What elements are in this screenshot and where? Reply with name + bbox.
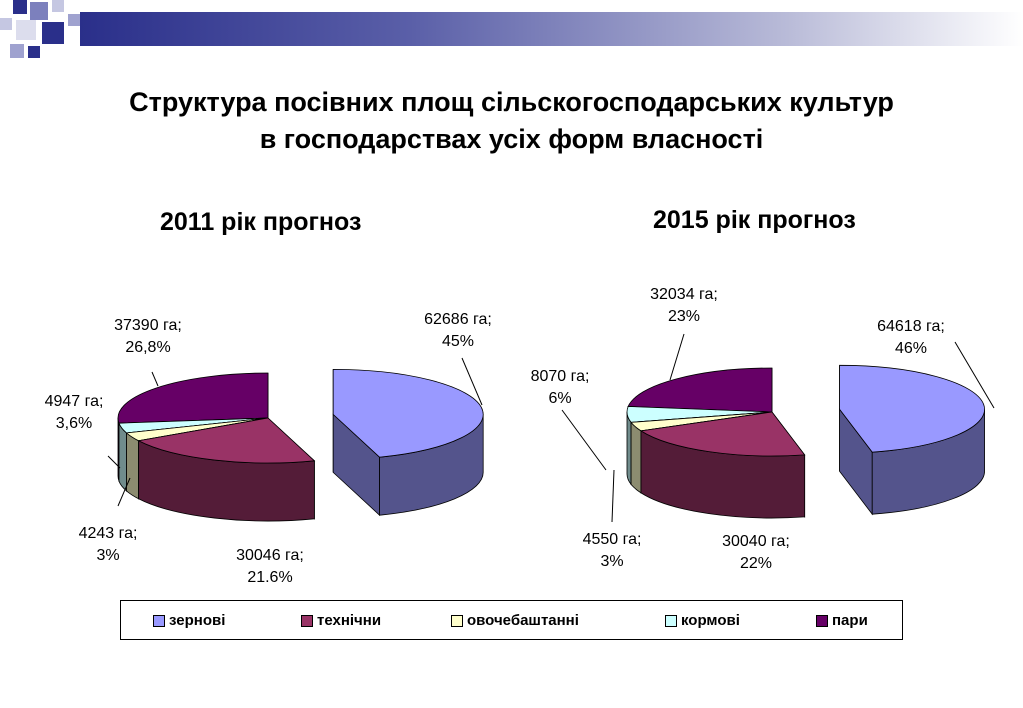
pie-1-data-label-1-line-1: 22% [740,555,772,572]
pie-1-data-label-1: 30040 га; 22% [722,533,790,572]
pie-1-slice-0-top [839,364,985,453]
pie-1-data-label-3-line-0: 8070 га; [531,368,590,385]
legend-label-4: пари [832,612,868,629]
pie-0-slice-0-top [332,368,484,458]
pie-0-data-label-1-line-1: 21.6% [247,569,292,586]
pie-0-slice-3-rim-0 [118,423,127,492]
legend-swatch-2 [451,614,463,627]
pie-0-leader-4 [151,371,159,387]
pie-charts: 62686 га; 45% 30046 га; 21.6% 4243 га; 3% 4947… [45,286,995,586]
pie-0-slice-1-top [137,417,316,464]
pie-1-slice-4-top [627,367,773,413]
chart-title-2015: 2015 рік прогноз [653,206,856,234]
pie-1-data-label-2-line-0: 4550 га; [583,531,642,548]
pie-0-data-label-3-line-1: 3,6% [56,415,92,432]
decorative-squares [0,0,90,60]
legend-swatch-3 [665,614,677,627]
pie-0-data-label-4-line-0: 37390 га; [114,317,182,334]
pie-1-slice-0 [839,364,985,516]
legend-label-1: технічни [317,612,382,629]
pie-0-data-label-2: 4243 га; 3% [79,525,138,564]
pie-0-data-label-0-line-1: 45% [442,333,474,350]
pie-0-data-label-4-line-1: 26,8% [125,339,170,356]
pie-0-leader-0 [461,357,483,406]
header-gradient-bar [80,12,1023,46]
pie-0: 62686 га; 45% 30046 га; 21.6% 4243 га; 3% 4947… [45,311,492,586]
legend-item-3: кормові [665,612,740,629]
pie-1-slice-2-rim-0 [630,421,642,494]
pie-1-data-label-4: 32034 га; 23% [650,286,718,325]
pie-1-data-label-3-line-1: 6% [548,390,571,407]
pie-0-data-label-3-line-0: 4947 га; [45,393,104,410]
pie-1-leader-2 [611,469,615,523]
slide-title-line2: в господарствах усіх форм власності [259,124,764,154]
pie-1-data-label-2: 4550 га; 3% [583,531,642,570]
pie-0-data-label-2-line-0: 4243 га; [79,525,138,542]
pie-0-slice-4-top [117,372,269,424]
chart-legend: зернові технічни овочебаштанні кормові пари [120,600,903,640]
pie-0-data-label-1: 30046 га; 21.6% [236,547,304,586]
pie-0-data-label-2-line-1: 3% [96,547,119,564]
pie-0-data-label-1-line-0: 30046 га; [236,547,304,564]
legend-swatch-1 [301,614,313,627]
pie-1-leader-3 [561,409,607,471]
pie-0-leader-2 [117,477,131,507]
legend-item-1: технічни [301,612,381,629]
pie-0-data-label-3: 4947 га; 3,6% [45,393,104,432]
pie-1-leader-0 [954,341,995,409]
legend-item-2: овочебаштанні [451,612,579,629]
pie-1-data-label-0-line-1: 46% [895,340,927,357]
slide-title: Структура посівних площ сільскогосподарс… [0,84,1023,158]
chart-title-2011: 2011 рік прогноз [160,208,362,236]
pie-0-data-label-4: 37390 га; 26,8% [114,317,182,356]
pie-1-slice-1-top [639,411,806,457]
pie-1-data-label-4-line-0: 32034 га; [650,286,718,303]
legend-label-0: зернові [169,612,226,629]
legend-label-2: овочебаштанні [467,612,579,629]
pie-0-data-label-0-line-0: 62686 га; [424,311,492,328]
slide-title-line1: Структура посівних площ сільскогосподарс… [129,87,894,117]
pie-1-data-label-0: 64618 га; 46% [877,318,945,357]
legend-item-0: зернові [153,612,225,629]
pie-0-data-label-0: 62686 га; 45% [424,311,492,350]
pie-1-leader-4 [669,333,685,381]
legend-item-4: пари [816,612,868,629]
pie-1-data-label-1-line-0: 30040 га; [722,533,790,550]
legend-label-3: кормові [681,612,740,629]
legend-swatch-4 [816,614,828,627]
pie-1-data-label-4-line-1: 23% [668,308,700,325]
pie-1-slice-1 [639,410,806,519]
pie-0-slice-2-rim-0 [126,432,139,500]
legend-swatch-0 [153,614,165,627]
pie-1-data-label-0-line-0: 64618 га; [877,318,945,335]
pie-1-data-label-2-line-1: 3% [600,553,623,570]
pie-0-leader-3 [107,455,121,469]
pie-1: 64618 га; 46% 30040 га; 22% 4550 га; 3% 8070 г… [531,286,995,572]
pie-0-slice-0 [332,368,484,517]
pie-1-slice-3-rim-0 [626,411,632,486]
pie-1-data-label-3: 8070 га; 6% [531,368,590,407]
pie-0-slice-1 [137,417,316,522]
